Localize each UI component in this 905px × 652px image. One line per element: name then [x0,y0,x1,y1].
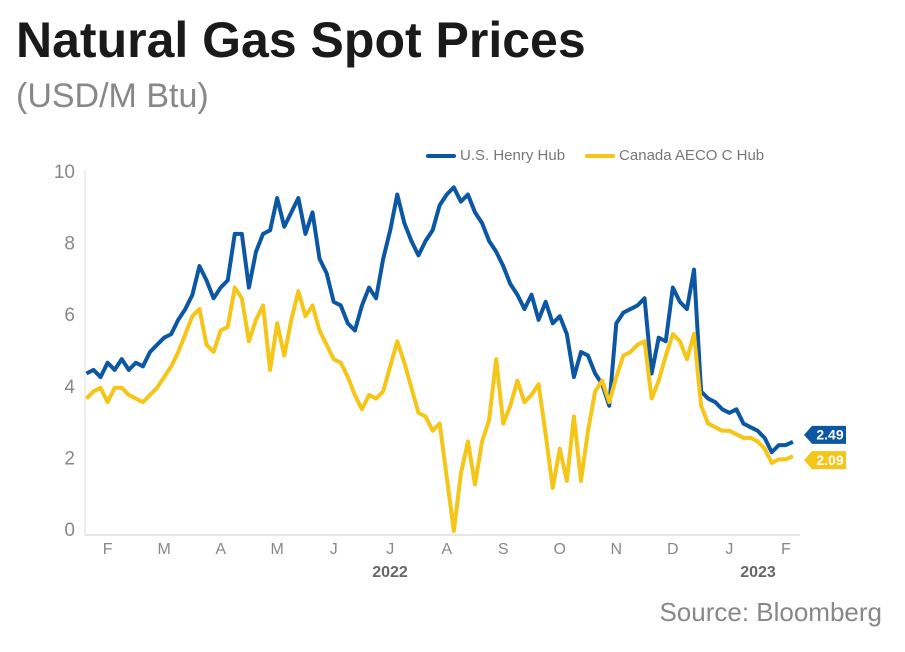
x-tick-label: D [667,541,679,558]
chart-title: Natural Gas Spot Prices [16,12,586,68]
source: Source: Bloomberg [659,597,882,627]
y-tick-label: 2 [64,448,75,469]
x-tick-label: M [271,541,284,558]
x-tick-label: N [611,541,623,558]
x-tick-label: J [386,541,394,558]
x-tick-label: A [215,541,226,558]
x-tick-label: M [157,541,170,558]
x-tick-label: A [441,541,452,558]
year-label: 2022 [372,564,408,581]
chart-subtitle: (USD/M Btu) [16,77,209,115]
end-label: 2.49 [816,427,843,443]
x-tick-label: O [554,541,566,558]
y-tick-label: 0 [64,520,75,541]
x-tick-label: J [330,541,338,558]
series-line [84,285,794,533]
y-tick-label: 6 [64,305,75,326]
series-line [85,185,794,455]
end-label: 2.09 [816,452,843,468]
y-tick-label: 8 [64,234,75,255]
legend-label: Canada AECO C Hub [619,147,764,164]
end-label-bg [804,425,846,444]
y-tick-label: 10 [54,162,75,183]
x-tick-label: F [103,541,113,558]
end-label-bg [804,451,846,470]
legend-label: U.S. Henry Hub [460,147,565,164]
x-tick-label: S [498,541,509,558]
y-tick-label: 4 [64,377,75,398]
x-tick-label: J [725,541,733,558]
x-tick-label: F [781,541,791,558]
year-label: 2023 [740,564,776,581]
